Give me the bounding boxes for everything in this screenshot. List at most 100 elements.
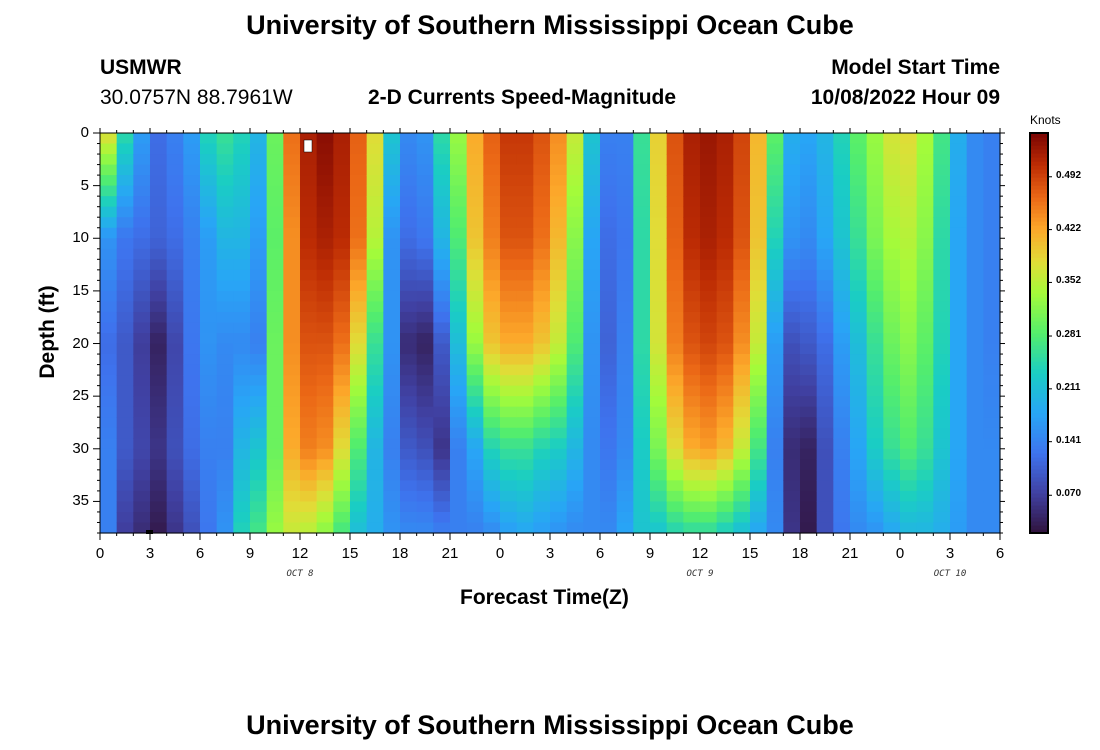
heatmap-cell — [583, 185, 601, 197]
heatmap-cell — [783, 333, 801, 345]
heatmap-cell — [183, 217, 201, 229]
colorbar-segment — [1030, 397, 1048, 402]
x-tick-label: 15 — [341, 545, 359, 562]
heatmap-cell — [600, 280, 618, 292]
heatmap-cell — [550, 375, 568, 387]
heatmap-cell — [450, 459, 468, 471]
heatmap-cell — [683, 385, 701, 397]
heatmap-cell — [383, 406, 401, 418]
heatmap-cell — [383, 311, 401, 324]
heatmap-cell — [250, 406, 268, 418]
heatmap-cell — [550, 154, 568, 166]
heatmap-cell — [416, 364, 434, 376]
heatmap-cell — [100, 406, 118, 418]
heatmap-cell — [216, 290, 234, 303]
heatmap-cell — [266, 385, 284, 397]
heatmap-cell — [766, 269, 784, 281]
heatmap-cell — [250, 511, 268, 524]
heatmap-cell — [550, 354, 568, 366]
heatmap-cell — [283, 511, 301, 524]
page-title: University of Southern Mississippi Ocean… — [246, 10, 854, 40]
heatmap-cell — [200, 206, 218, 218]
heatmap-cell — [666, 480, 684, 492]
heatmap-cell — [366, 364, 384, 376]
heatmap-cell — [533, 417, 551, 429]
heatmap-cell — [250, 396, 268, 408]
heatmap-cell — [266, 196, 284, 208]
heatmap-cell — [850, 143, 868, 155]
heatmap-cell — [733, 522, 751, 534]
heatmap-cell — [483, 396, 501, 408]
heatmap-cell — [600, 301, 618, 313]
heatmap-cell — [150, 217, 168, 229]
heatmap-cell — [483, 322, 501, 334]
heatmap-cell — [500, 364, 518, 376]
heatmap-cell — [233, 185, 251, 197]
heatmap-cell — [866, 143, 884, 155]
heatmap-cell — [166, 164, 184, 176]
heatmap-cell — [716, 343, 734, 355]
heatmap-cell — [616, 522, 634, 534]
colorbar-segment — [1030, 301, 1048, 306]
heatmap-cell — [150, 459, 168, 471]
heatmap-cell — [516, 385, 534, 397]
heatmap-cell — [483, 469, 501, 481]
heatmap-cell — [983, 269, 1001, 281]
heatmap-cell — [650, 501, 668, 513]
heatmap-cell — [500, 469, 518, 481]
heatmap-cell — [900, 333, 918, 345]
heatmap-cell — [783, 343, 801, 355]
heatmap-cell — [250, 206, 268, 218]
heatmap-cell — [100, 396, 118, 408]
heatmap-cell — [716, 143, 734, 155]
heatmap-cell — [883, 259, 901, 271]
heatmap-cell — [166, 501, 184, 513]
heatmap-cell — [800, 301, 818, 313]
heatmap-cell — [366, 185, 384, 197]
heatmap-cell — [983, 427, 1001, 439]
heatmap-cell — [933, 206, 951, 218]
heatmap-cell — [600, 354, 618, 366]
heatmap-cell — [633, 343, 651, 355]
heatmap-cell — [416, 248, 434, 260]
heatmap-cell — [300, 322, 318, 334]
heatmap-cell — [116, 154, 134, 166]
heatmap-cell — [416, 175, 434, 187]
heatmap-cell — [266, 469, 284, 481]
heatmap-cell — [416, 396, 434, 408]
heatmap-cell — [250, 427, 268, 439]
heatmap-cell — [933, 343, 951, 355]
heatmap-cell — [800, 469, 818, 481]
heatmap-cell — [300, 301, 318, 313]
heatmap-cell — [383, 438, 401, 450]
heatmap-cell — [233, 511, 251, 524]
heatmap-cell — [100, 196, 118, 208]
heatmap-cell — [383, 280, 401, 292]
axis-ticks — [93, 128, 1005, 540]
heatmap-cell — [866, 259, 884, 271]
heatmap-cell — [466, 196, 484, 208]
heatmap-cell — [566, 522, 584, 534]
heatmap-cell — [233, 290, 251, 303]
heatmap-cell — [300, 248, 318, 260]
heatmap-cell — [650, 333, 668, 345]
heatmap-cell — [700, 311, 718, 324]
heatmap-cell — [566, 469, 584, 481]
heatmap-cell — [850, 343, 868, 355]
heatmap-cell — [850, 290, 868, 303]
heatmap-cell — [250, 154, 268, 166]
heatmap-cell — [900, 522, 918, 534]
colorbar-segment — [1030, 493, 1048, 498]
heatmap-cell — [666, 385, 684, 397]
heatmap-cell — [850, 217, 868, 229]
heatmap-cell — [733, 333, 751, 345]
heatmap-cell — [716, 175, 734, 187]
heatmap-cell — [850, 480, 868, 492]
heatmap-cell — [266, 522, 284, 534]
heatmap-cell — [733, 143, 751, 155]
colorbar-segment — [1030, 513, 1048, 518]
heatmap-cell — [700, 154, 718, 166]
heatmap-cell — [533, 290, 551, 303]
heatmap-cell — [316, 196, 334, 208]
heatmap-cell — [666, 154, 684, 166]
